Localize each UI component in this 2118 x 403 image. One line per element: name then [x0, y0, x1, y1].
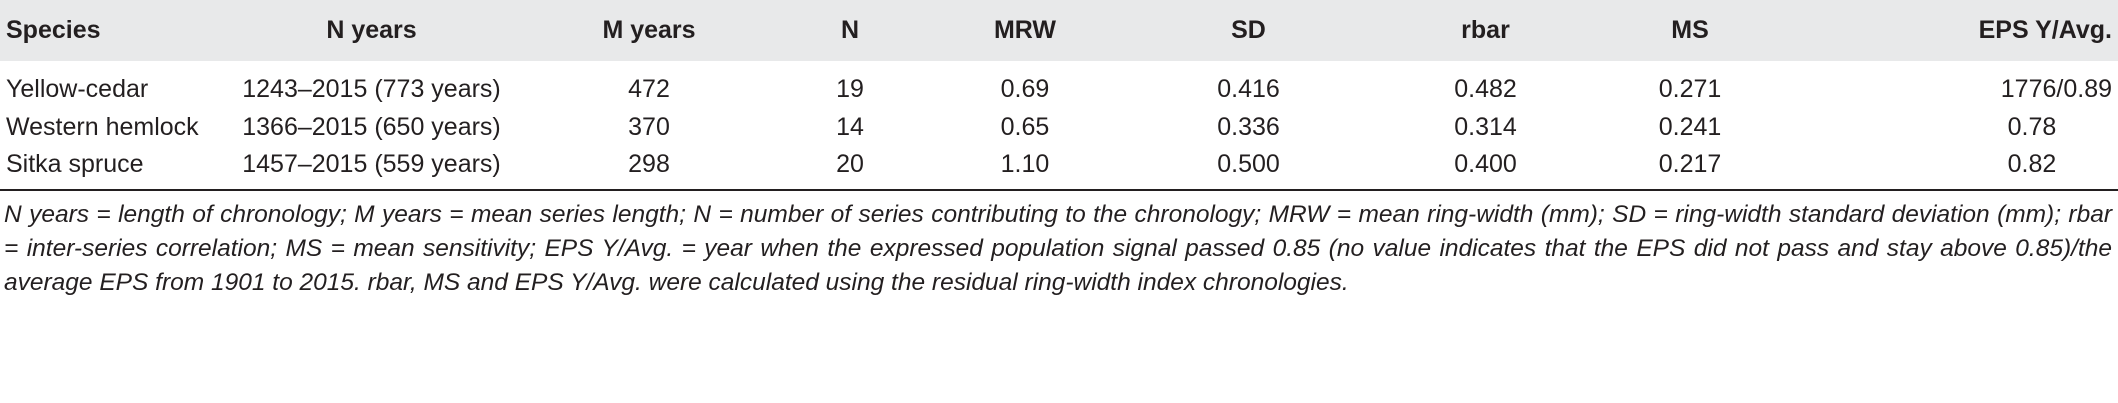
- cell-rbar: 0.400: [1454, 149, 1517, 178]
- cell-m-years: 472: [628, 74, 670, 103]
- header-n: N: [840, 16, 860, 44]
- header-m-years: M years: [602, 16, 696, 44]
- cell-eps: 0.78: [2007, 112, 2057, 141]
- table-row: Sitka spruce 1457–2015 (559 years) 298 2…: [0, 145, 2118, 190]
- table-row: Yellow-cedar 1243–2015 (773 years) 472 1…: [0, 61, 2118, 109]
- chronology-statistics-table-container: Species N years M years N MRW SD rbar MS…: [0, 0, 2118, 296]
- cell-eps: 1776/0.89: [2000, 74, 2112, 103]
- cell-eps: 0.82: [2007, 149, 2057, 178]
- cell-rbar: 0.482: [1454, 74, 1517, 103]
- cell-ms: 0.271: [1658, 74, 1722, 103]
- cell-mrw: 0.69: [1000, 74, 1050, 103]
- header-rbar: rbar: [1461, 16, 1510, 44]
- header-ms: MS: [1671, 16, 1709, 44]
- cell-ms: 0.217: [1658, 149, 1722, 178]
- cell-mrw: 1.10: [1000, 149, 1050, 178]
- cell-sd: 0.336: [1217, 112, 1280, 141]
- table-body: Yellow-cedar 1243–2015 (773 years) 472 1…: [0, 61, 2118, 190]
- cell-species: Sitka spruce: [6, 149, 144, 178]
- table-row: Western hemlock 1366–2015 (650 years) 37…: [0, 109, 2118, 145]
- header-mrw: MRW: [993, 16, 1057, 44]
- cell-n-years: 1366–2015 (650 years): [242, 112, 501, 141]
- cell-n: 20: [836, 149, 864, 178]
- cell-species: Western hemlock: [6, 112, 199, 141]
- cell-n-years: 1457–2015 (559 years): [242, 149, 501, 178]
- cell-sd: 0.500: [1217, 149, 1280, 178]
- cell-mrw: 0.65: [1000, 112, 1050, 141]
- table-footnote: N years = length of chronology; M years …: [4, 201, 2112, 296]
- cell-n-years: 1243–2015 (773 years): [242, 74, 501, 103]
- table-header: Species N years M years N MRW SD rbar MS…: [0, 0, 2118, 61]
- chronology-statistics-table: Species N years M years N MRW SD rbar MS…: [0, 0, 2118, 191]
- cell-sd: 0.416: [1217, 74, 1280, 103]
- cell-ms: 0.241: [1658, 112, 1722, 141]
- cell-n: 19: [836, 74, 864, 103]
- cell-m-years: 370: [628, 112, 670, 141]
- header-row: Species N years M years N MRW SD rbar MS…: [0, 0, 2118, 61]
- header-species: Species: [6, 16, 101, 44]
- cell-rbar: 0.314: [1454, 112, 1517, 141]
- header-n-years: N years: [326, 16, 417, 44]
- header-sd: SD: [1231, 16, 1266, 44]
- cell-species: Yellow-cedar: [6, 74, 149, 103]
- cell-m-years: 298: [628, 149, 670, 178]
- header-eps: EPS Y/Avg.: [1978, 16, 2112, 44]
- cell-n: 14: [836, 112, 864, 141]
